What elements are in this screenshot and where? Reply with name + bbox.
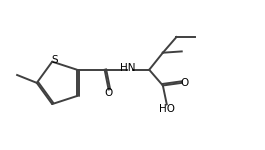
Text: HN: HN [121,63,136,74]
Text: O: O [104,88,113,98]
Text: S: S [51,55,58,65]
Text: O: O [181,78,189,88]
Text: HO: HO [159,104,175,114]
